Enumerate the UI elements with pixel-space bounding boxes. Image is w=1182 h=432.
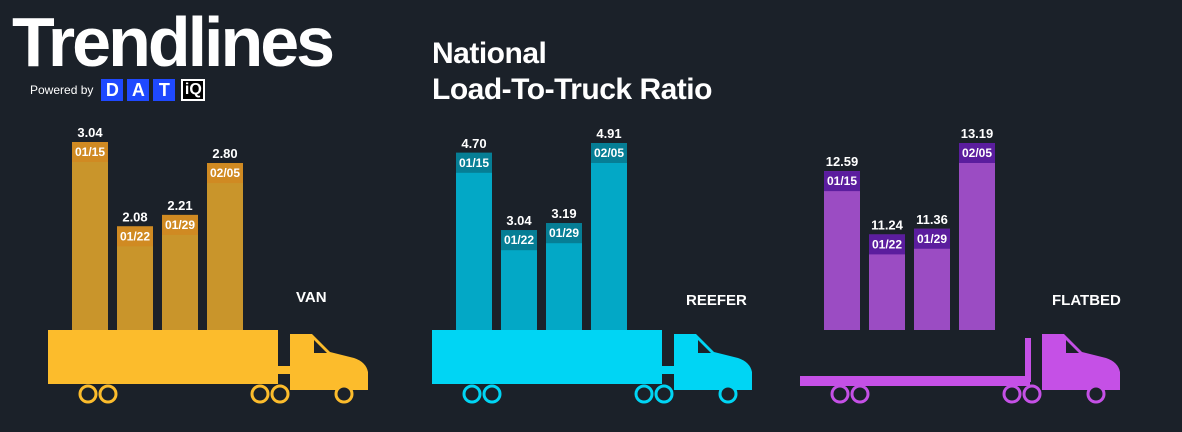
category-label: VAN: [296, 289, 327, 306]
bar: [207, 163, 243, 330]
truck-window: [314, 340, 327, 353]
truck-window: [698, 340, 711, 353]
bar-date-label-bg: [914, 228, 950, 249]
chart-title-line2: Load-To-Truck Ratio: [432, 73, 712, 106]
bar-value-label: 3.19: [551, 206, 576, 221]
bar: [959, 143, 995, 330]
truck-wheel: [482, 384, 502, 404]
chart-van: 01/15 3.04 01/22 2.08 01/29 2.21 02/05 2.80 VAN: [48, 125, 368, 404]
dat-logo: D A T: [101, 79, 176, 101]
bar-date-label: 01/15: [75, 145, 105, 159]
bar-date-label: 01/15: [459, 156, 489, 170]
bar-date-label-bg: [207, 163, 243, 184]
truck-trailer: [48, 330, 278, 384]
bar-date-label: 01/29: [165, 218, 195, 232]
truck-wheel: [1086, 384, 1106, 404]
bar-date-label-bg: [72, 142, 108, 162]
bar-date-label-bg: [959, 143, 995, 163]
dat-logo-letter-a: A: [127, 79, 150, 101]
truck-flatbed: [800, 376, 1030, 386]
truck-window: [1066, 340, 1079, 353]
powered-by-label: Powered by: [30, 83, 94, 97]
truck-hitch: [662, 366, 674, 374]
truck-hitch: [278, 366, 290, 374]
bar: [72, 142, 108, 330]
truck-headboard: [1025, 338, 1031, 382]
bar-value-label: 13.19: [961, 126, 994, 141]
bar-date-label: 02/05: [962, 146, 992, 160]
dat-logo-letter-d: D: [101, 79, 124, 101]
bar-value-label: 3.04: [506, 213, 532, 228]
bar-value-label: 12.59: [826, 154, 859, 169]
truck-wheel: [98, 384, 118, 404]
truck-trailer: [432, 330, 662, 384]
chart-reefer: 01/15 4.70 01/22 3.04 01/29 3.19 02/05 4.91 REEF…: [432, 126, 752, 404]
bar-value-label: 11.24: [871, 217, 904, 232]
iq-logo: iQ: [181, 79, 206, 101]
bar-date-label: 01/15: [827, 174, 857, 188]
truck-wheel: [250, 384, 270, 404]
bar-date-label-bg: [824, 171, 860, 192]
truck-wheel: [270, 384, 290, 404]
powered-by-dat-iq: Powered by D A T iQ: [30, 79, 206, 101]
chart-flatbed: 01/15 12.59 01/22 11.24 01/29 11.36 02/05 13.19…: [800, 126, 1121, 404]
bar-date-label-bg: [591, 143, 627, 163]
bar-value-label: 11.36: [916, 212, 948, 227]
bar: [591, 143, 627, 330]
bar: [824, 171, 860, 330]
truck-frame: [1044, 376, 1084, 384]
truck-wheel: [718, 384, 738, 404]
bar-date-label-bg: [162, 214, 198, 235]
truck-wheel: [634, 384, 654, 404]
bar: [456, 152, 492, 330]
bar-value-label: 4.91: [596, 126, 621, 141]
bar-date-label: 01/22: [872, 237, 902, 251]
bar-date-label: 02/05: [594, 146, 624, 160]
chart-title: National Load-To-Truck Ratio: [432, 36, 712, 108]
bar-date-label: 01/29: [549, 226, 579, 240]
truck-wheel: [462, 384, 482, 404]
truck-wheel: [1022, 384, 1042, 404]
truck-wheel: [1002, 384, 1022, 404]
bar-value-label: 2.08: [122, 209, 147, 224]
chart-title-line1: National: [432, 37, 547, 70]
bar-value-label: 2.80: [212, 146, 237, 161]
truck-wheel: [830, 384, 850, 404]
dat-logo-letter-t: T: [153, 79, 176, 101]
bar-date-label-bg: [546, 223, 582, 244]
bar-value-label: 4.70: [461, 136, 486, 151]
brand-title: Trendlines: [12, 3, 335, 81]
bar-date-label: 01/29: [917, 232, 947, 246]
bar-date-label: 01/22: [120, 229, 150, 243]
bar-date-label: 01/22: [504, 233, 534, 247]
category-label: REEFER: [686, 292, 747, 309]
category-label: FLATBED: [1052, 292, 1121, 309]
truck-frame: [676, 376, 716, 384]
bar-date-label-bg: [869, 234, 905, 255]
truck-frame: [292, 376, 332, 384]
bar-date-label-bg: [456, 152, 492, 173]
bar-value-label: 2.21: [167, 198, 192, 213]
truck-wheel: [78, 384, 98, 404]
bar-date-label: 02/05: [210, 166, 240, 180]
truck-wheel: [654, 384, 674, 404]
bar-value-label: 3.04: [77, 125, 103, 140]
bar-date-label-bg: [501, 230, 537, 251]
bar-date-label-bg: [117, 226, 153, 247]
truck-wheel: [334, 384, 354, 404]
truck-wheel: [850, 384, 870, 404]
